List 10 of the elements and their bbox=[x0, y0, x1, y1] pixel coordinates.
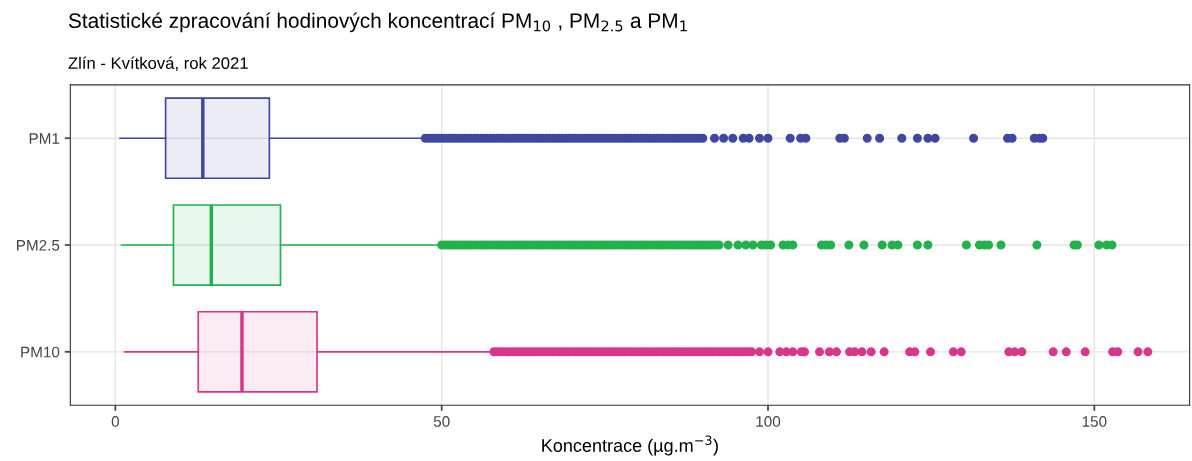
x-tick-label: 100 bbox=[756, 416, 781, 427]
y-tick-label: PM10 bbox=[21, 346, 60, 358]
chart-subtitle: Zlín - Kvítková, rok 2021 bbox=[68, 56, 248, 71]
y-tick-label: PM1 bbox=[29, 133, 60, 144]
x-axis-title: Koncentrace (µg.m$^{−3}$) bbox=[542, 435, 718, 456]
x-tick-label: 0 bbox=[111, 416, 120, 427]
x-tick-label: 150 bbox=[1082, 416, 1107, 427]
y-tick-label: PM2.5 bbox=[17, 239, 60, 251]
chart-title: Statistické zpracování hodinových koncentrací PM$_{10}$ , PM$_{2.5}$ a PM$_{1}$ bbox=[68, 12, 687, 33]
x-tick-label: 50 bbox=[433, 416, 450, 427]
